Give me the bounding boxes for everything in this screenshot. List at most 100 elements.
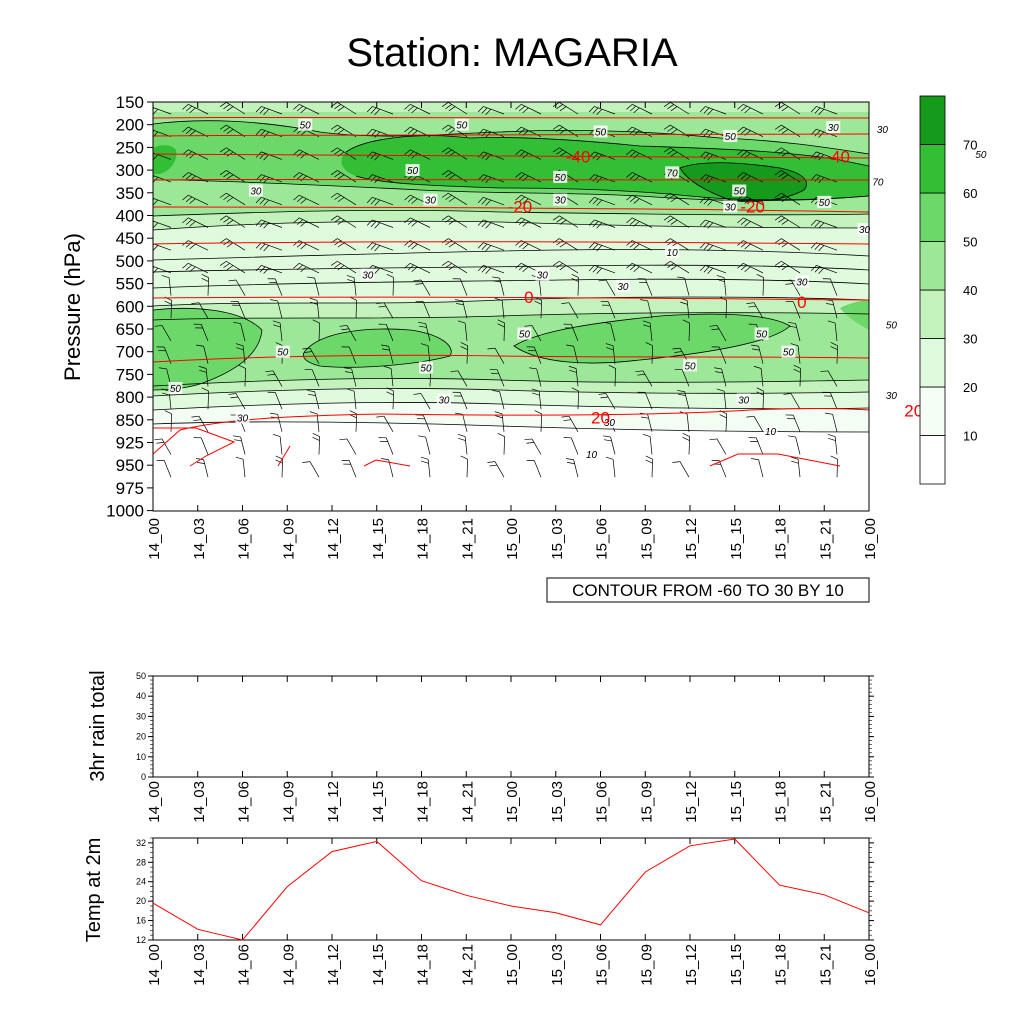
wind-label-bg: [826, 120, 841, 133]
wind-barb: [588, 242, 616, 252]
wind-speed-label: 50: [725, 132, 737, 143]
x-tick-label: 15_12: [683, 781, 700, 823]
wind-barb: [756, 274, 764, 296]
x-tick-label: 14_06: [236, 944, 253, 986]
wind-speed-label: 50: [975, 150, 987, 161]
wind-barb: [748, 437, 764, 455]
wind-barb: [272, 434, 283, 455]
wind-barb: [515, 104, 542, 115]
temperature-series-line: [152, 838, 870, 941]
wind-speed-label: 10: [765, 427, 777, 438]
wind-barb: [810, 106, 838, 116]
wind-barb: [415, 414, 431, 432]
x-tick-label: 15_03: [549, 944, 566, 986]
wind-barb: [233, 435, 246, 455]
wind-label-bg: [973, 148, 988, 161]
wind-barb: [378, 323, 394, 342]
x-tick-label: 14_09: [280, 944, 297, 986]
temperature-frame: [152, 837, 870, 941]
wind-barb: [330, 192, 357, 206]
wind-barb: [566, 344, 579, 364]
wind-barb: [307, 276, 320, 296]
x-tick-label: 15_18: [773, 781, 790, 823]
wind-barb: [346, 275, 357, 296]
wind-barb: [275, 455, 283, 478]
wind-speed-label: 30: [828, 123, 840, 134]
wind-label-bg: [535, 268, 550, 281]
colorbar-segment: [919, 192, 946, 242]
wind-barb: [534, 410, 542, 432]
wind-barb: [626, 104, 653, 115]
wind-label-bg: [723, 130, 738, 143]
wind-label-bg: [298, 118, 313, 131]
wind-barb: [830, 455, 838, 478]
wind-barb: [561, 415, 579, 432]
wind-barb: [191, 415, 209, 432]
wind-barb: [312, 319, 320, 342]
wind-barb: [524, 325, 542, 342]
wind-label-bg: [683, 359, 697, 372]
wind-barb: [413, 279, 431, 296]
time-tick-label: 14_18: [415, 518, 432, 560]
wind-barb: [219, 192, 246, 206]
wind-barb: [588, 106, 616, 116]
wind-barb: [751, 344, 764, 364]
wind-label-bg: [884, 318, 899, 331]
wind-barb: [452, 391, 468, 410]
wind-barb: [714, 367, 727, 387]
wind-barb: [404, 104, 431, 115]
wind-barb: [477, 219, 505, 229]
time-tick-label: 15_06: [594, 518, 611, 560]
contour-info-text: CONTOUR FROM -60 TO 30 BY 10: [572, 581, 844, 600]
pressure-tick-label: 975: [116, 479, 144, 498]
time-tick-label: 14_09: [280, 518, 297, 560]
pressure-tick-label: 700: [116, 343, 144, 362]
wind-barb: [605, 456, 616, 478]
wind-barb: [265, 370, 283, 387]
pressure-tick-label: 550: [116, 275, 144, 294]
wind-barb: [219, 102, 246, 115]
wind-barb: [255, 106, 283, 116]
wind-barb: [201, 387, 209, 410]
wind-label-bg: [781, 345, 796, 358]
wind-barb: [413, 393, 431, 410]
x-tick-label: 15_09: [638, 781, 655, 823]
wind-speed-label: 50: [456, 121, 468, 132]
x-tick-label: 15_21: [817, 781, 834, 823]
wind-barb: [626, 262, 653, 274]
wind-speed-label: 50: [783, 348, 795, 359]
wind-barb: [450, 370, 468, 387]
pressure-tick-label: 925: [116, 434, 144, 453]
wind-speed-label: 50: [819, 198, 831, 209]
wind-barb: [497, 432, 505, 455]
x-tick-label: 15_00: [504, 944, 521, 986]
wind-speed-label: 50: [684, 361, 696, 372]
wind-barb: [810, 219, 838, 229]
wind-speed-label: 50: [300, 121, 312, 132]
wind-barb: [524, 438, 542, 455]
x-tick-label: 15_18: [773, 944, 790, 986]
temperature-label: 0: [524, 288, 533, 307]
wind-barb: [201, 274, 209, 296]
wind-speed-label: 50: [734, 187, 746, 198]
colorbar-label: 20: [963, 380, 977, 395]
temperature-label: 0: [797, 293, 806, 312]
wind-barb: [302, 461, 320, 478]
wind-barb: [526, 346, 542, 364]
y-tick-label: 10: [136, 752, 146, 762]
x-tick-label: 14_12: [325, 781, 342, 823]
wind-label-bg: [517, 327, 532, 340]
pressure-tick-label: 450: [116, 229, 144, 248]
wind-barb: [307, 390, 320, 410]
wind-speed-label: 50: [555, 173, 567, 184]
wind-barb: [566, 458, 579, 478]
wind-barb: [783, 393, 801, 410]
wind-label-bg: [436, 393, 451, 406]
wind-barb: [640, 299, 653, 319]
time-tick-label: 14_15: [370, 518, 387, 560]
wind-barb: [677, 276, 690, 296]
wind-speed-label: 50: [277, 348, 289, 359]
wind-barb: [699, 174, 727, 184]
